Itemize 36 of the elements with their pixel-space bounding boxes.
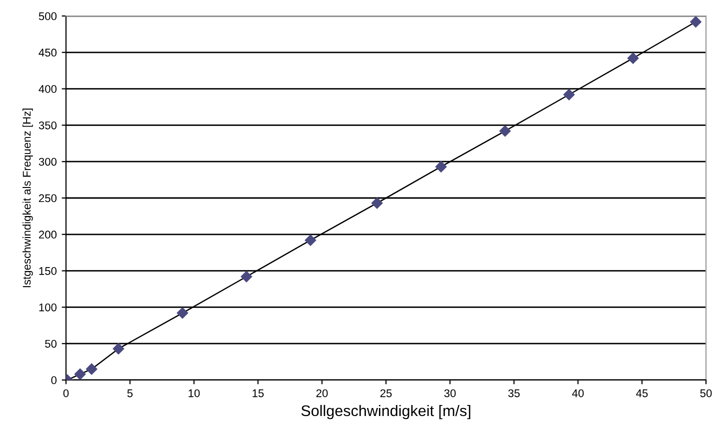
x-tick-label: 5 [127,389,133,398]
point [690,16,702,28]
point [176,307,188,319]
x-tick-label: 10 [188,389,200,398]
point [563,89,575,100]
y-tick-label: 100 [39,303,57,312]
x-tick-label: 50 [700,389,712,398]
x-tick-label: 40 [572,389,584,398]
y-tick-label: 450 [38,48,57,57]
x-tick-label: 45 [636,389,648,398]
point [627,52,639,64]
x-axis-title: Sollgeschwindigkeit [m/s] [301,404,470,420]
point [435,161,447,172]
y-tick-label: 0 [51,376,57,384]
point [240,271,252,282]
x-tick-label: 15 [252,389,264,398]
y-tick-label: 300 [38,158,57,166]
x-tick-label: 30 [444,389,456,398]
point [499,125,511,137]
point [304,234,316,246]
point [112,343,124,354]
x-tick-label: 20 [316,389,328,398]
y-tick-label: 500 [38,12,57,20]
y-axis-title: Istgeschwindigkeit als Frequenz [Hz] [22,108,33,288]
x-tick-label: 35 [508,389,520,398]
y-tick-label: 250 [38,194,57,202]
y-tick-label: 150 [39,267,57,275]
y-tick-label: 350 [38,121,57,130]
y-tick-label: 400 [38,85,57,93]
y-tick-label: 200 [38,230,57,239]
x-tick-label: 0 [63,389,69,398]
point [86,363,98,375]
x-tick-label: 25 [380,389,392,398]
point [74,368,86,380]
y-tick-label: 50 [45,340,57,348]
point [371,197,383,209]
